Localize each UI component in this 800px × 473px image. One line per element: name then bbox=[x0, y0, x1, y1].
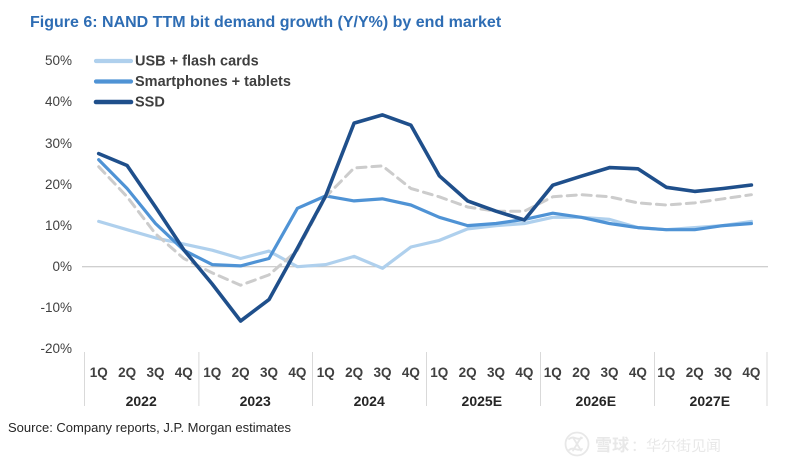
svg-text:Figure 6: NAND TTM bit demand: Figure 6: NAND TTM bit demand growth (Y/… bbox=[30, 14, 502, 31]
svg-text:50%: 50% bbox=[45, 53, 72, 68]
svg-text:2022: 2022 bbox=[126, 393, 157, 409]
svg-text:4Q: 4Q bbox=[288, 365, 306, 380]
svg-text:2024: 2024 bbox=[354, 393, 385, 409]
svg-text:1Q: 1Q bbox=[90, 365, 108, 380]
svg-text:Source: Company reports, J.P.: Source: Company reports, J.P. Morgan est… bbox=[8, 420, 291, 435]
svg-text:30%: 30% bbox=[45, 136, 72, 151]
svg-text:4Q: 4Q bbox=[629, 365, 647, 380]
svg-text:4Q: 4Q bbox=[402, 365, 420, 380]
svg-text:4Q: 4Q bbox=[515, 365, 533, 380]
svg-text:USB + flash cards: USB + flash cards bbox=[135, 54, 259, 70]
svg-text:0%: 0% bbox=[52, 259, 72, 274]
svg-text:4Q: 4Q bbox=[175, 365, 193, 380]
svg-text:2023: 2023 bbox=[240, 393, 271, 409]
svg-text:3Q: 3Q bbox=[146, 365, 164, 380]
svg-text:SSD: SSD bbox=[135, 95, 165, 111]
svg-text:10%: 10% bbox=[45, 218, 72, 233]
svg-text:3Q: 3Q bbox=[260, 365, 278, 380]
svg-text:：华尔街见闻: ：华尔街见闻 bbox=[631, 435, 721, 456]
svg-text:2Q: 2Q bbox=[572, 365, 590, 380]
svg-text:1Q: 1Q bbox=[430, 365, 448, 380]
svg-text:2Q: 2Q bbox=[118, 365, 136, 380]
svg-text:3Q: 3Q bbox=[714, 365, 732, 380]
svg-text:1Q: 1Q bbox=[657, 365, 675, 380]
svg-text:-10%: -10% bbox=[40, 300, 72, 315]
svg-text:2025E: 2025E bbox=[462, 393, 502, 409]
svg-text:雪球: 雪球 bbox=[595, 431, 629, 456]
svg-text:3Q: 3Q bbox=[373, 365, 391, 380]
svg-text:2Q: 2Q bbox=[232, 365, 250, 380]
svg-text:4Q: 4Q bbox=[742, 365, 760, 380]
svg-text:2Q: 2Q bbox=[345, 365, 363, 380]
svg-text:40%: 40% bbox=[45, 94, 72, 109]
svg-text:2Q: 2Q bbox=[459, 365, 477, 380]
svg-text:3Q: 3Q bbox=[600, 365, 618, 380]
svg-text:2026E: 2026E bbox=[576, 393, 616, 409]
svg-text:-20%: -20% bbox=[40, 341, 72, 356]
svg-text:Smartphones + tablets: Smartphones + tablets bbox=[135, 74, 291, 90]
svg-text:1Q: 1Q bbox=[317, 365, 335, 380]
svg-text:3Q: 3Q bbox=[487, 365, 505, 380]
svg-text:1Q: 1Q bbox=[544, 365, 562, 380]
svg-text:2027E: 2027E bbox=[690, 393, 730, 409]
svg-text:2Q: 2Q bbox=[686, 365, 704, 380]
svg-text:1Q: 1Q bbox=[203, 365, 221, 380]
svg-text:20%: 20% bbox=[45, 177, 72, 192]
